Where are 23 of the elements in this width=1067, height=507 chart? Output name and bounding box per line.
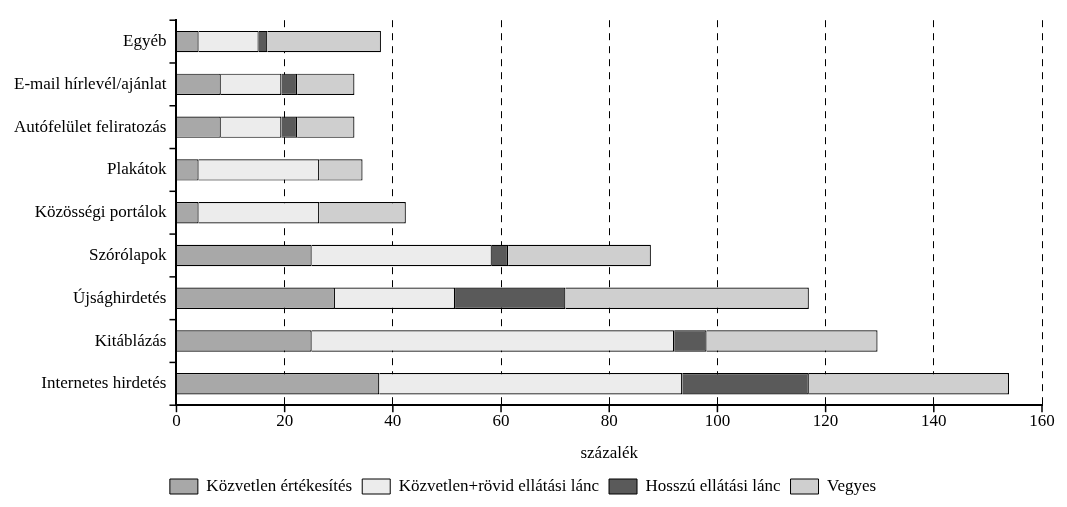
y-tick-label: E-mail hírlevél/ajánlat (13, 73, 167, 93)
x-tick-label: 140 (921, 410, 947, 430)
x-tick-label: 100 (704, 410, 731, 430)
y-tick-label: Internetes hirdetés (41, 373, 167, 393)
x-tick-label: 60 (492, 410, 510, 430)
y-tick-label: Kitáblázás (94, 330, 167, 350)
legend-label: Közvetlen értékesítés (206, 475, 353, 495)
y-tick-label: Újsághirdetés (72, 287, 167, 307)
y-tick-label: Szórólapok (89, 244, 167, 264)
y-tick-label: Egyéb (123, 31, 167, 51)
x-tick-label: 40 (384, 410, 402, 430)
x-tick-label: 80 (600, 410, 618, 430)
y-tick-label: Plakátok (106, 159, 167, 179)
legend-label: Közvetlen+rövid ellátási lánc (398, 475, 600, 495)
legend-label: Hosszú ellátási lánc (645, 475, 781, 495)
x-tick-label: 120 (812, 410, 839, 430)
y-tick-label: Közösségi portálok (34, 202, 167, 222)
legend-label: Vegyes (827, 475, 877, 495)
x-tick-label: 20 (276, 410, 294, 430)
x-axis-title: százalék (580, 443, 639, 463)
x-tick-label: 160 (1029, 410, 1055, 430)
y-tick-label: Autófelület feliratozás (13, 116, 167, 136)
x-tick-label: 0 (172, 410, 181, 430)
